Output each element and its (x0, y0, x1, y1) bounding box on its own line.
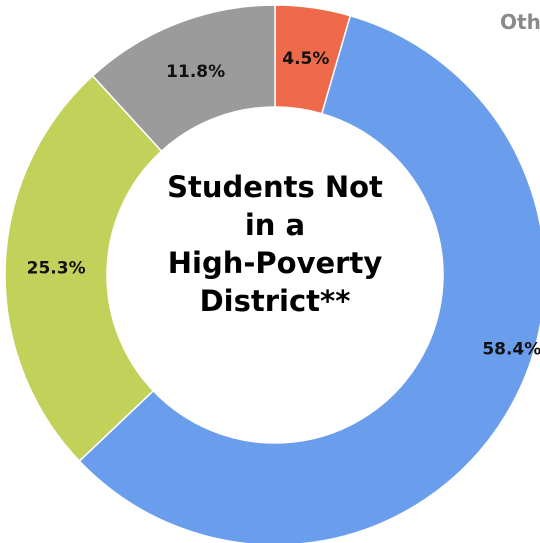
center-title-line-1: Students Not (167, 170, 383, 204)
slice-label-2: 25.3% (27, 258, 86, 278)
donut-slice-3 (91, 4, 276, 153)
slice-label-0: 4.5% (282, 49, 329, 69)
legend-label-fragment: Oth (500, 10, 540, 34)
center-title-line-4: District** (199, 284, 351, 318)
slice-label-3: 11.8% (166, 62, 225, 82)
donut-slice-2 (4, 74, 163, 463)
center-title-line-3: High-Poverty (167, 246, 383, 280)
center-title: Students Not in a High-Poverty District*… (125, 168, 425, 320)
center-title-line-2: in a (244, 208, 306, 242)
slice-label-1: 58.4% (482, 340, 540, 360)
donut-slice-1 (78, 14, 540, 543)
